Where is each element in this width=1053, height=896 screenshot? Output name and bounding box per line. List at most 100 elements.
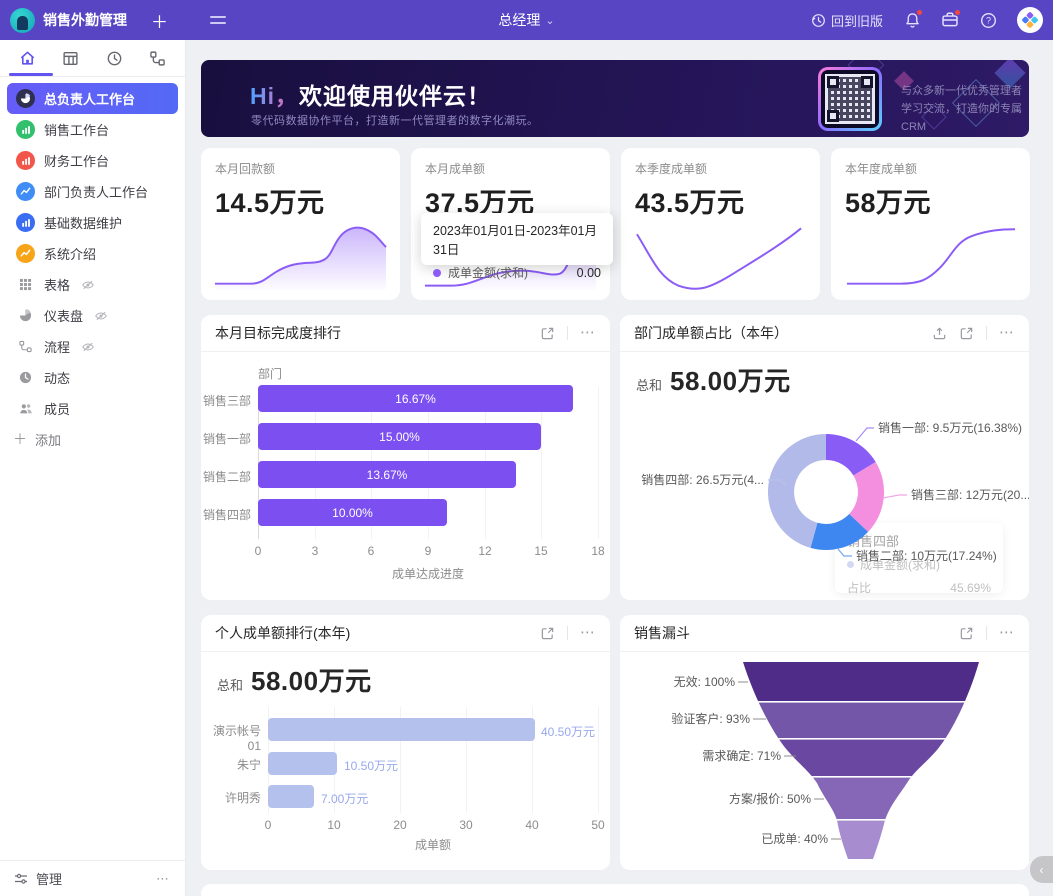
slice-sales-dept3[interactable] (849, 462, 885, 532)
eye-off-icon[interactable] (81, 340, 95, 354)
bar-demo-account[interactable] (268, 718, 535, 741)
sidebar: 总负责人工作台 销售工作台 财务工作台 部门负责人工作台 基础数据维护 (0, 40, 186, 896)
huoban-logo-icon (1022, 12, 1038, 28)
eye-off-icon[interactable] (94, 309, 108, 323)
banner-title: Hi，欢迎使用伙伴云！ (250, 77, 491, 111)
x-tick: 10 (327, 818, 341, 832)
tab-history[interactable] (94, 40, 134, 76)
menu-toggle-icon[interactable] (210, 16, 226, 24)
user-avatar[interactable] (1017, 7, 1043, 33)
x-axis-title: 成单达成进度 (391, 567, 464, 581)
help-icon: ? (980, 12, 996, 28)
sidebar-item-label: 动态 (44, 371, 71, 386)
stat-label: 本年度成单额 (845, 162, 918, 176)
category-label: 销售三部 (202, 394, 251, 408)
sidebar-add-button[interactable]: ＋ 添加 (7, 424, 178, 454)
sidebar-item-tables[interactable]: 表格 (7, 269, 178, 300)
category-label: 销售二部 (202, 470, 251, 484)
sidebar-item-base-data[interactable]: 基础数据维护 (7, 207, 178, 238)
sidebar-item-finance-workspace[interactable]: 财务工作台 (7, 145, 178, 176)
more-icon[interactable]: ⋯ (580, 324, 596, 341)
dashboard-pie-icon (16, 306, 35, 325)
bar-sales-dept1[interactable]: 15.00% (258, 423, 541, 450)
category-label: 销售四部 (202, 508, 251, 522)
sidebar-item-dept-manager-workspace[interactable]: 部门负责人工作台 (7, 176, 178, 207)
sparkline-line (846, 228, 1016, 285)
sidebar-item-activity[interactable]: 动态 (7, 362, 178, 393)
stat-card-quarterly-deals[interactable]: 本季度成单额 43.5万元 (621, 148, 820, 300)
banner-title-hi: Hi， (250, 83, 299, 109)
clock-icon (107, 51, 121, 65)
notification-badge (916, 9, 923, 16)
role-selector[interactable]: 总经理 ⌄ (498, 10, 554, 30)
more-icon[interactable]: ⋯ (999, 324, 1015, 341)
tab-workflow[interactable] (137, 40, 177, 76)
card-title: 部门成单额占比（本年） (634, 325, 788, 341)
tab-home[interactable] (8, 40, 48, 76)
bar-xumingxiu[interactable] (268, 785, 314, 808)
tooltip-date-range: 2023年01月01日-2023年01月31日 (433, 224, 597, 257)
goal-ranking-card: 本月目标完成度排行 ⋯ 部门 销售三部 销售一部 销售二部 销售四部 16.67… (201, 315, 610, 600)
card-title: 销售漏斗 (634, 625, 690, 641)
line-chart-icon (16, 182, 35, 201)
total-label: 总和 (217, 678, 244, 693)
slice-label: 销售三部: 12万元(20.... (911, 487, 1029, 502)
bar-sales-dept4[interactable]: 10.00% (258, 499, 447, 526)
more-icon[interactable]: ⋯ (999, 624, 1015, 641)
slice-sales-dept2[interactable] (810, 514, 869, 551)
back-to-old-label: 回到旧版 (830, 13, 883, 29)
chart-tooltip: 2023年01月01日-2023年01月31日 成单金额(求和) 0.00 (421, 213, 613, 280)
help-button[interactable]: ? (979, 11, 997, 29)
sidebar-item-general-manager-workspace[interactable]: 总负责人工作台 (7, 83, 178, 114)
total-value: 58.00万元 (251, 666, 372, 696)
sidebar-item-label: 仪表盘 (44, 309, 84, 324)
funnel-stage-label: 验证客户: 93% (671, 711, 750, 726)
series-dot-icon (433, 268, 441, 277)
x-tick: 3 (311, 544, 319, 558)
welcome-banner[interactable]: Hi，欢迎使用伙伴云！ 零代码数据协作平台，打造新一代管理者的数字化潮玩。 与众… (201, 60, 1029, 137)
more-icon[interactable]: ⋯ (580, 624, 596, 641)
eye-off-icon[interactable] (81, 278, 95, 292)
collapse-panel-handle[interactable]: ‹ (1030, 856, 1053, 883)
bar-sales-dept2[interactable]: 13.67% (258, 461, 516, 488)
tab-tables[interactable] (51, 40, 91, 76)
sidebar-item-dashboards[interactable]: 仪表盘 (7, 300, 178, 331)
sidebar-item-system-intro[interactable]: 系统介绍 (7, 238, 178, 269)
expand-icon[interactable] (540, 626, 555, 641)
funnel-stage-verified[interactable] (720, 702, 1000, 739)
sidebar-add-label: 添加 (35, 432, 62, 448)
bar-sales-dept3[interactable]: 16.67% (258, 385, 573, 412)
manage-more-icon[interactable]: ⋯ (156, 870, 171, 886)
bell-icon (905, 12, 919, 28)
add-app-icon[interactable]: ＋ (151, 12, 168, 32)
home-icon (20, 51, 35, 65)
download-icon[interactable] (932, 326, 947, 341)
stat-label: 本月成单额 (425, 162, 486, 176)
slice-sales-dept1[interactable] (826, 433, 876, 476)
stat-card-monthly-collection[interactable]: 本月回款额 14.5万元 (201, 148, 400, 300)
bar-zhuning[interactable] (268, 752, 337, 775)
x-tick: 0 (264, 818, 272, 832)
notifications-button[interactable] (903, 9, 923, 29)
expand-icon[interactable] (959, 326, 974, 341)
sidebar-item-sales-workspace[interactable]: 销售工作台 (7, 114, 178, 145)
funnel-stage-invalid[interactable] (720, 662, 1000, 702)
workbench-button[interactable] (941, 9, 961, 29)
expand-icon[interactable] (540, 326, 555, 341)
tooltip-row-label: 成单金额(求和) (860, 558, 940, 572)
tooltip-series-value: 0.00 (576, 265, 601, 280)
sidebar-item-members[interactable]: 成员 (7, 393, 178, 424)
back-to-old-button[interactable]: 回到旧版 (811, 11, 883, 30)
manage-label[interactable]: 管理 (36, 872, 63, 887)
expand-icon[interactable] (959, 626, 974, 641)
x-tick: 15 (534, 544, 548, 558)
slice-sales-dept4[interactable] (767, 434, 826, 548)
members-icon (16, 399, 35, 418)
stat-card-yearly-deals[interactable]: 本年度成单额 58万元 (831, 148, 1030, 300)
sidebar-item-label: 表格 (44, 278, 71, 293)
sidebar-item-workflows[interactable]: 流程 (7, 331, 178, 362)
y-axis-title: 部门 (258, 367, 283, 381)
qr-caption: 与众多新一代优秀管理者 学习交流，打造你的专属CRM (901, 85, 1022, 133)
sidebar-item-label: 销售工作台 (44, 123, 110, 138)
app-title: 销售外勤管理 (43, 12, 127, 28)
